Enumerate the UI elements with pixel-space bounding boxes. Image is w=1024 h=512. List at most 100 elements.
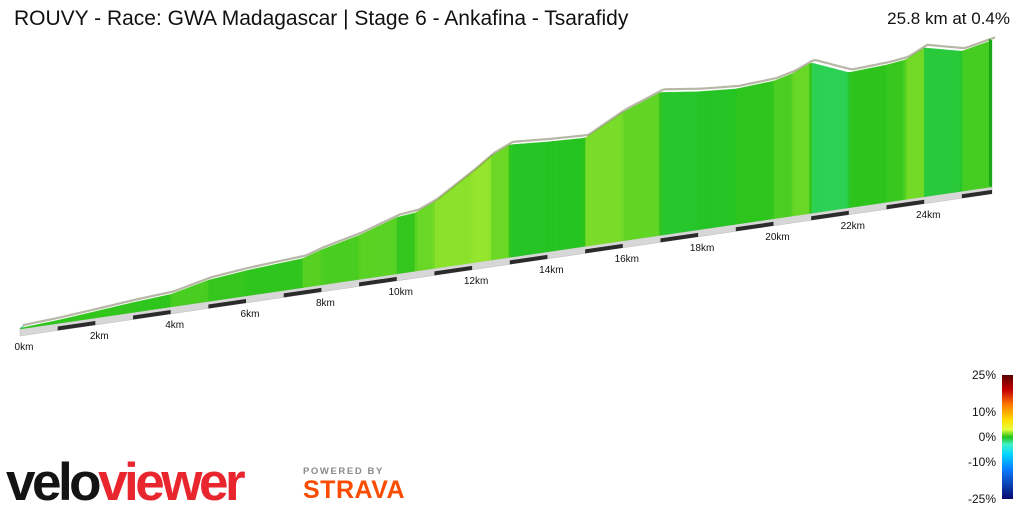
x-tick-label: 12km: [464, 276, 488, 287]
x-tick-label: 2km: [90, 331, 109, 342]
profile-slice: [455, 182, 460, 266]
profile-slice: [853, 70, 857, 208]
distance-scale-band: [509, 254, 548, 265]
profile-slice: [131, 301, 136, 313]
profile-slice: [676, 91, 680, 234]
profile-slice: [320, 248, 324, 286]
profile-slice: [753, 84, 757, 222]
profile-slice: [735, 88, 739, 225]
profile-slice: [985, 41, 990, 188]
profile-slice: [220, 276, 224, 300]
profile-slice: [982, 42, 987, 189]
profile-ridge: [22, 36, 996, 327]
profile-slice: [756, 83, 760, 222]
profile-slice: [323, 247, 327, 285]
profile-slice: [499, 148, 504, 260]
distance-scale-band: [208, 298, 247, 309]
profile-slice: [402, 214, 407, 274]
profile-slice: [217, 276, 221, 301]
profile-slice: [52, 320, 56, 325]
svg-text:veloviewer: veloviewer: [6, 453, 245, 506]
profile-slice: [791, 71, 795, 217]
profile-slice: [116, 305, 121, 316]
profile-slice: [99, 309, 103, 318]
profile-slice: [22, 326, 27, 329]
profile-slice: [49, 321, 53, 325]
profile-slice: [535, 142, 539, 254]
profile-slice: [343, 239, 348, 282]
profile-slice: [688, 91, 692, 232]
profile-slice: [208, 279, 212, 302]
profile-slice: [709, 90, 713, 229]
profile-slice: [767, 81, 772, 220]
distance-scale-band: [961, 189, 992, 199]
legend-tick-label: 0%: [978, 430, 996, 444]
profile-slice: [178, 289, 183, 306]
profile-slice: [211, 278, 215, 302]
profile-slice: [779, 77, 784, 219]
profile-slice: [276, 263, 280, 292]
profile-slice: [252, 268, 256, 296]
profile-slice: [31, 324, 35, 328]
profile-slice: [119, 304, 124, 315]
profile-slice: [58, 319, 62, 324]
profile-slice: [314, 251, 318, 287]
profile-slice: [358, 233, 362, 280]
profile-slice: [882, 64, 887, 204]
profile-slice: [494, 151, 498, 260]
profile-slice: [953, 50, 957, 193]
profile-slice: [93, 310, 97, 319]
profile-slice: [729, 88, 733, 226]
distance-scale-band: [133, 309, 171, 320]
profile-slice: [43, 322, 47, 326]
profile-slice: [61, 318, 65, 324]
profile-slice: [414, 211, 418, 272]
profile-slice: [28, 325, 32, 328]
profile-slice: [34, 324, 38, 328]
profile-slice: [856, 70, 860, 207]
profile-slice: [932, 48, 937, 196]
distance-scale-band: [735, 221, 774, 232]
profile-slice: [815, 63, 819, 213]
strava-wordmark: STRAVA: [303, 476, 406, 504]
profile-slice: [661, 92, 666, 236]
profile-slice: [205, 279, 209, 303]
profile-slice: [924, 47, 928, 197]
profile-slice: [172, 292, 177, 307]
profile-slice: [564, 139, 569, 250]
profile-slice: [105, 308, 109, 317]
profile-slice: [906, 56, 910, 200]
profile-slice: [287, 260, 292, 291]
route-summary: 25.8 km at 0.4%: [887, 9, 1010, 28]
profile-slice: [225, 274, 230, 300]
profile-slice: [379, 224, 383, 277]
profile-slice: [800, 66, 804, 216]
profile-slice: [40, 323, 44, 327]
profile-slice: [558, 140, 563, 251]
profile-slice: [349, 237, 354, 281]
profile-slice: [152, 297, 156, 310]
profile-slice: [620, 111, 625, 242]
profile-slice: [879, 65, 884, 204]
profile-slice: [617, 113, 622, 242]
profile-slice: [367, 229, 371, 279]
profile-slice: [405, 214, 409, 273]
profile-slice: [243, 270, 248, 297]
profile-slice: [270, 264, 274, 293]
profile-slice: [591, 131, 595, 246]
profile-slice: [305, 255, 309, 288]
profile-slice: [332, 244, 336, 284]
profile-slice: [573, 138, 577, 249]
profile-slice: [673, 91, 678, 234]
profile-slice: [508, 144, 513, 258]
profile-slice: [818, 64, 822, 213]
profile-slice: [496, 150, 501, 260]
profile-slice: [894, 61, 898, 202]
profile-slice: [202, 280, 206, 303]
profile-slice: [744, 86, 748, 224]
profile-slice: [69, 316, 74, 322]
profile-slice: [426, 204, 430, 270]
profile-slice: [859, 69, 863, 207]
profile-slice: [411, 212, 415, 272]
profile-slice: [96, 310, 100, 319]
